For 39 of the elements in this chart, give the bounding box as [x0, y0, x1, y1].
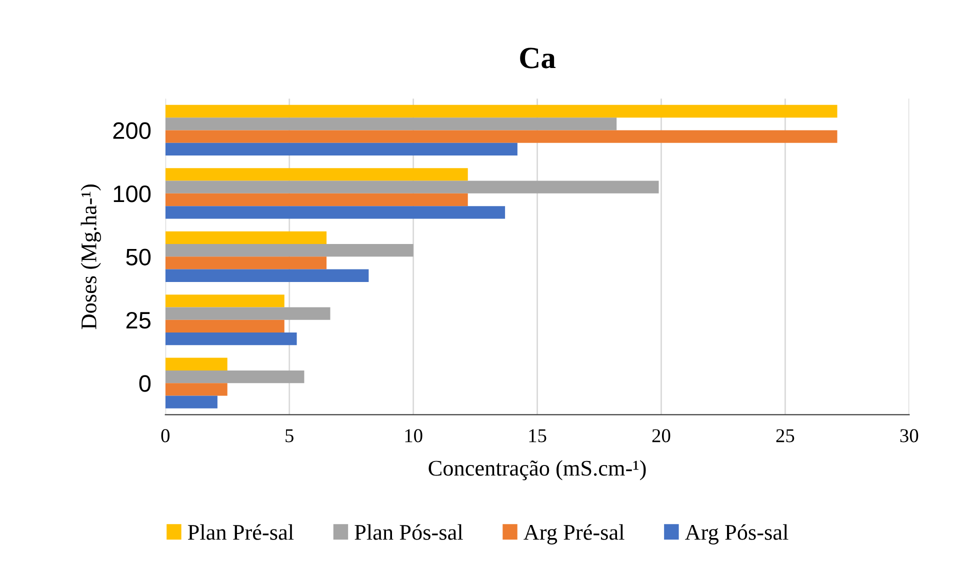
bar	[165, 370, 304, 384]
chart-title: Ca	[520, 48, 556, 68]
y-tick-label: 100	[114, 186, 151, 202]
legend-label: Plan Pré-sal	[188, 524, 294, 540]
bar	[165, 118, 617, 130]
x-tick-label: 20	[652, 429, 670, 442]
bar	[165, 307, 330, 320]
bar	[165, 383, 228, 396]
y-tick-label: 50	[126, 248, 151, 266]
bar	[165, 206, 506, 219]
bar	[165, 180, 659, 194]
legend-label: Plan Pós-sal	[354, 524, 463, 540]
y-tick-label: 25	[126, 312, 151, 329]
x-tick-label: 5	[286, 429, 294, 442]
y-tick-label: 200	[113, 122, 151, 139]
bar	[165, 358, 228, 370]
bar	[165, 320, 284, 333]
bar	[165, 244, 414, 257]
bar	[165, 193, 468, 206]
legend-label: Arg Pós-sal	[684, 524, 788, 544]
bar	[165, 142, 518, 156]
bar	[165, 130, 838, 143]
x-tick-label: 25	[776, 429, 794, 442]
x-tick-label: 15	[529, 429, 546, 442]
x-tick-label: 30	[900, 429, 918, 442]
bar	[165, 104, 838, 118]
bar	[165, 256, 327, 270]
bar	[165, 332, 297, 346]
x-tick-label: 10	[405, 429, 422, 442]
bar	[165, 294, 284, 308]
legend-label: Arg Pré-sal	[524, 524, 624, 544]
y-tick-label: 0	[139, 375, 151, 392]
bar	[165, 168, 468, 181]
x-axis-title: Concentração (mS.cm-¹)	[428, 460, 646, 480]
bar	[165, 396, 218, 408]
bar	[165, 231, 327, 244]
bar	[165, 269, 369, 282]
x-tick-label: 0	[161, 429, 170, 442]
y-axis-title: Doses (Mg.ha-¹)	[80, 184, 101, 330]
